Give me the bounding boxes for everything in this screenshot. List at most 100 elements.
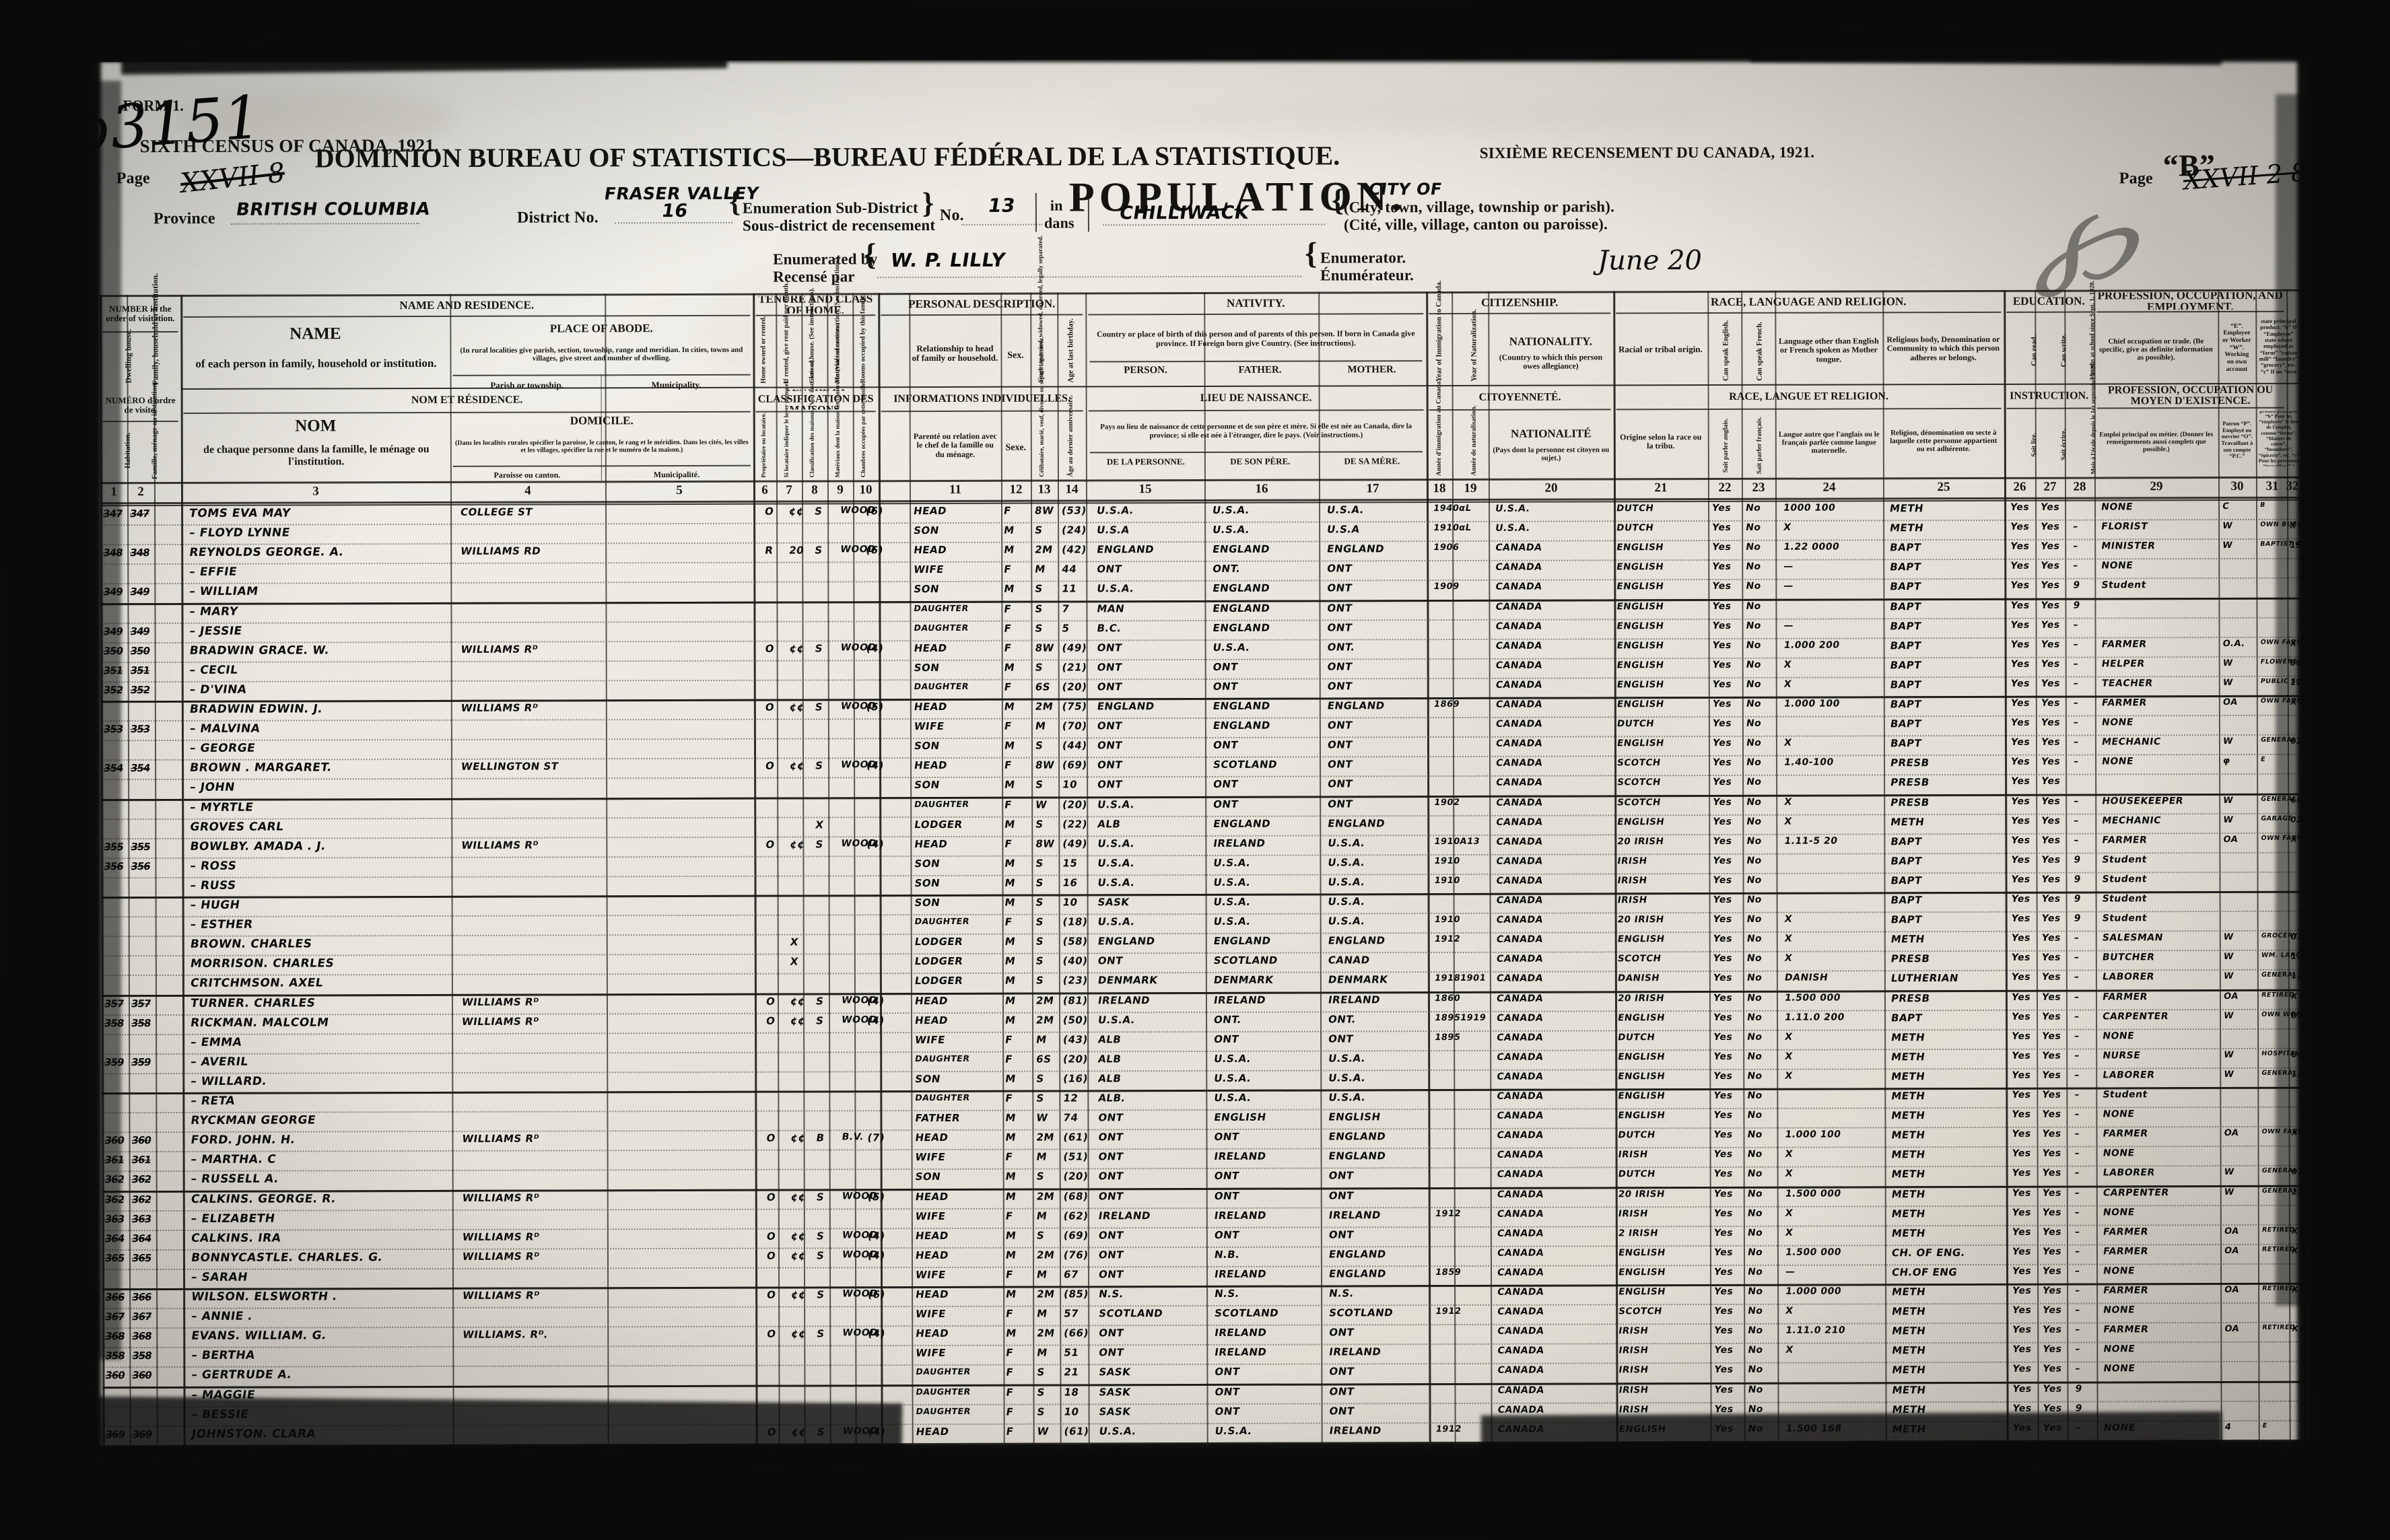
speaks-french-r25: No: [1746, 973, 1763, 984]
racial-origin-r10: ENGLISH: [1616, 679, 1665, 691]
speaks-english-r8: Yes: [1711, 639, 1733, 651]
can-write-r37: Yes: [2041, 1207, 2063, 1218]
can-write-r18: Yes: [2041, 835, 2061, 846]
place-of-abode-r36: WILLIAMS Rᴰ: [461, 1191, 541, 1204]
speaks-english-r37: Yes: [1713, 1208, 1734, 1219]
can-read-r40: Yes: [2011, 1265, 2033, 1277]
header-col23-fr: Sait parler français.: [1755, 417, 1763, 475]
subdistrict-no-value: 13: [986, 194, 1017, 217]
relationship-r1: HEAD: [912, 504, 948, 518]
header-nativity-sub-en: Country or place of birth of this person…: [1097, 328, 1415, 349]
place-of-abode-r27: WILLIAMS Rᴰ: [460, 1015, 540, 1028]
can-read-r8: Yes: [2010, 639, 2031, 650]
mother-tongue-r9: X: [1783, 659, 1793, 670]
sex-r42: F: [1004, 1307, 1015, 1320]
can-write-r29: Yes: [2041, 1050, 2062, 1061]
speaks-english-r40: Yes: [1713, 1266, 1734, 1278]
dot-rule: [102, 656, 2301, 664]
birthplace-person-r19: U.S.A.: [1097, 857, 1136, 870]
person-name-r5: – WILLIAM: [188, 585, 259, 599]
rooms-occupied-r11: (5): [865, 701, 885, 713]
group-race-lang-en: RACE, LANGUAGE AND RELIGION.: [1710, 295, 1907, 309]
header-name-title-en: NAME: [289, 324, 341, 343]
relationship-r23: LODGER: [914, 936, 964, 948]
age-r15: 10: [1061, 778, 1079, 791]
column-number-4: 4: [524, 483, 531, 498]
relationship-r33: HEAD: [914, 1131, 949, 1144]
marital-status-r44: M: [1035, 1346, 1049, 1359]
home-owned-rented-r14: O: [764, 759, 776, 772]
year-naturalization-r2: αL: [1458, 523, 1472, 534]
age-r14: (69): [1061, 759, 1089, 771]
relationship-r48: HEAD: [915, 1425, 950, 1438]
person-name-r9: – CECIL: [189, 663, 239, 677]
birthplace-person-r33: ONT: [1097, 1131, 1124, 1144]
page-left-value: XXVII 8: [178, 157, 287, 199]
speaks-french-r9: No: [1745, 659, 1763, 670]
nationality-r4: CANADA: [1495, 561, 1543, 573]
speaks-english-r7: Yes: [1711, 620, 1732, 631]
age-r3: (42): [1060, 543, 1088, 556]
birthplace-father-r28: ONT: [1213, 1032, 1240, 1045]
marital-status-r2: S: [1033, 524, 1044, 536]
rent-paid-r18: ¢¢: [788, 838, 806, 851]
rent-paid-r14: ¢¢: [788, 759, 806, 772]
class-of-house-r18: S: [814, 838, 825, 851]
mother-tongue-r38: X: [1784, 1227, 1794, 1238]
mother-tongue-r28: X: [1783, 1031, 1794, 1043]
relationship-r47: DAUGHTER: [915, 1405, 971, 1416]
can-write-r6: Yes: [2040, 600, 2061, 611]
birthplace-person-r21: SASK: [1097, 896, 1130, 909]
religion-r39: CH. OF ENG.: [1890, 1246, 1967, 1259]
home-owned-rented-r26: O: [765, 995, 776, 1008]
marital-status-r1: 8W: [1033, 504, 1055, 517]
chief-occupation-r19: Student: [2101, 854, 2148, 866]
mother-tongue-r2: X: [1782, 522, 1792, 533]
mother-tongue-r30: X: [1784, 1070, 1794, 1082]
speaks-french-r26: No: [1746, 992, 1763, 1004]
nationality-r6: CANADA: [1495, 601, 1543, 612]
header-col15-fr: DE LA PERSONNE.: [1106, 456, 1185, 467]
can-read-r7: Yes: [2010, 619, 2030, 631]
rent-paid-r33: ¢¢: [790, 1131, 807, 1144]
speaks-french-r22: No: [1746, 913, 1763, 925]
can-write-r3: Yes: [2039, 540, 2061, 552]
marital-status-r48: W: [1036, 1425, 1050, 1438]
year-immigration-r5: 1909: [1433, 582, 1460, 592]
nationality-r14: CANADA: [1495, 757, 1544, 769]
months-at-school-r29: –: [2073, 1050, 2080, 1061]
column-number-27: 27: [2043, 479, 2057, 494]
can-write-r44: Yes: [2042, 1343, 2063, 1356]
birthplace-mother-r38: ONT: [1328, 1228, 1355, 1241]
can-read-r25: Yes: [2010, 972, 2032, 983]
group-personal-en: PERSONAL DESCRIPTION.: [908, 297, 1056, 311]
birthplace-father-r35: ONT: [1213, 1170, 1241, 1183]
person-name-r31: – RETA: [189, 1094, 236, 1108]
can-read-r33: Yes: [2011, 1128, 2032, 1140]
dwelling-number: 360: [104, 1369, 126, 1382]
dot-rule: [102, 969, 2302, 977]
months-at-school-r2: –: [2072, 521, 2079, 532]
marital-status-r42: M: [1035, 1307, 1049, 1320]
birthplace-father-r9: ONT: [1212, 660, 1239, 673]
can-write-r23: Yes: [2041, 932, 2062, 944]
can-write-r21: Yes: [2041, 893, 2062, 905]
speaks-french-r38: No: [1746, 1227, 1764, 1238]
can-read-r31: Yes: [2011, 1089, 2032, 1100]
marital-status-r43: 2M: [1035, 1327, 1056, 1339]
person-name-r45: – GERTRUDE A.: [190, 1368, 293, 1382]
months-at-school-r26: –: [2073, 991, 2080, 1003]
can-read-r28: Yes: [2010, 1030, 2032, 1042]
chief-occupation-r28: NONE: [2101, 1030, 2136, 1042]
year-immigration-r2: 1910: [1432, 523, 1460, 534]
speaks-french-r42: No: [1746, 1305, 1764, 1317]
religion-r46: METH: [1891, 1383, 1927, 1396]
class-of-house-r11: S: [814, 701, 824, 713]
sex-r39: M: [1004, 1249, 1017, 1261]
months-at-school-r46: 9: [2074, 1383, 2083, 1395]
header-col29-en: Chief occupation or trade. (Be specific,…: [2098, 337, 2213, 362]
brace-enum: {: [864, 237, 877, 272]
racial-origin-r16: SCOTCH: [1616, 796, 1662, 808]
months-at-school-r23: –: [2073, 932, 2080, 944]
